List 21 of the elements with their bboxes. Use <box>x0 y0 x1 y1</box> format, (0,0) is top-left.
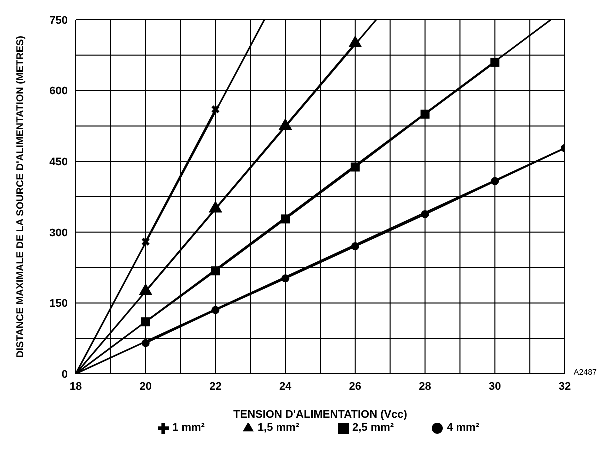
y-axis-title: DISTANCE MAXIMALE DE LA SOURCE D'ALIMENTATION (METRES) <box>16 36 27 358</box>
x-axis-title: TENSION D'ALIMENTATION (Vcc) <box>234 409 408 421</box>
x-tick-label: 32 <box>558 380 572 393</box>
legend-label: 1 mm² <box>172 422 205 434</box>
legend-label: 2,5 mm² <box>352 422 394 434</box>
x-tick-label: 20 <box>140 380 152 393</box>
y-tick-label: 0 <box>62 368 68 381</box>
x-tick-label: 24 <box>279 380 293 393</box>
y-tick-label: 450 <box>50 156 68 169</box>
legend-label: 4 mm² <box>447 422 480 434</box>
x-tick-label: 26 <box>349 380 362 393</box>
y-tick-label: 150 <box>50 298 68 310</box>
x-tick-label: 28 <box>419 380 432 393</box>
y-tick-label: 300 <box>50 227 68 240</box>
y-tick-label: 750 <box>50 14 68 27</box>
y-tick-label: 600 <box>50 86 68 98</box>
x-tick-label: 18 <box>70 380 82 393</box>
text: A2487 <box>574 368 597 377</box>
x-tick-label: 22 <box>210 380 222 393</box>
x-tick-label: 30 <box>489 380 502 393</box>
legend-label: 1,5 mm² <box>258 422 300 434</box>
